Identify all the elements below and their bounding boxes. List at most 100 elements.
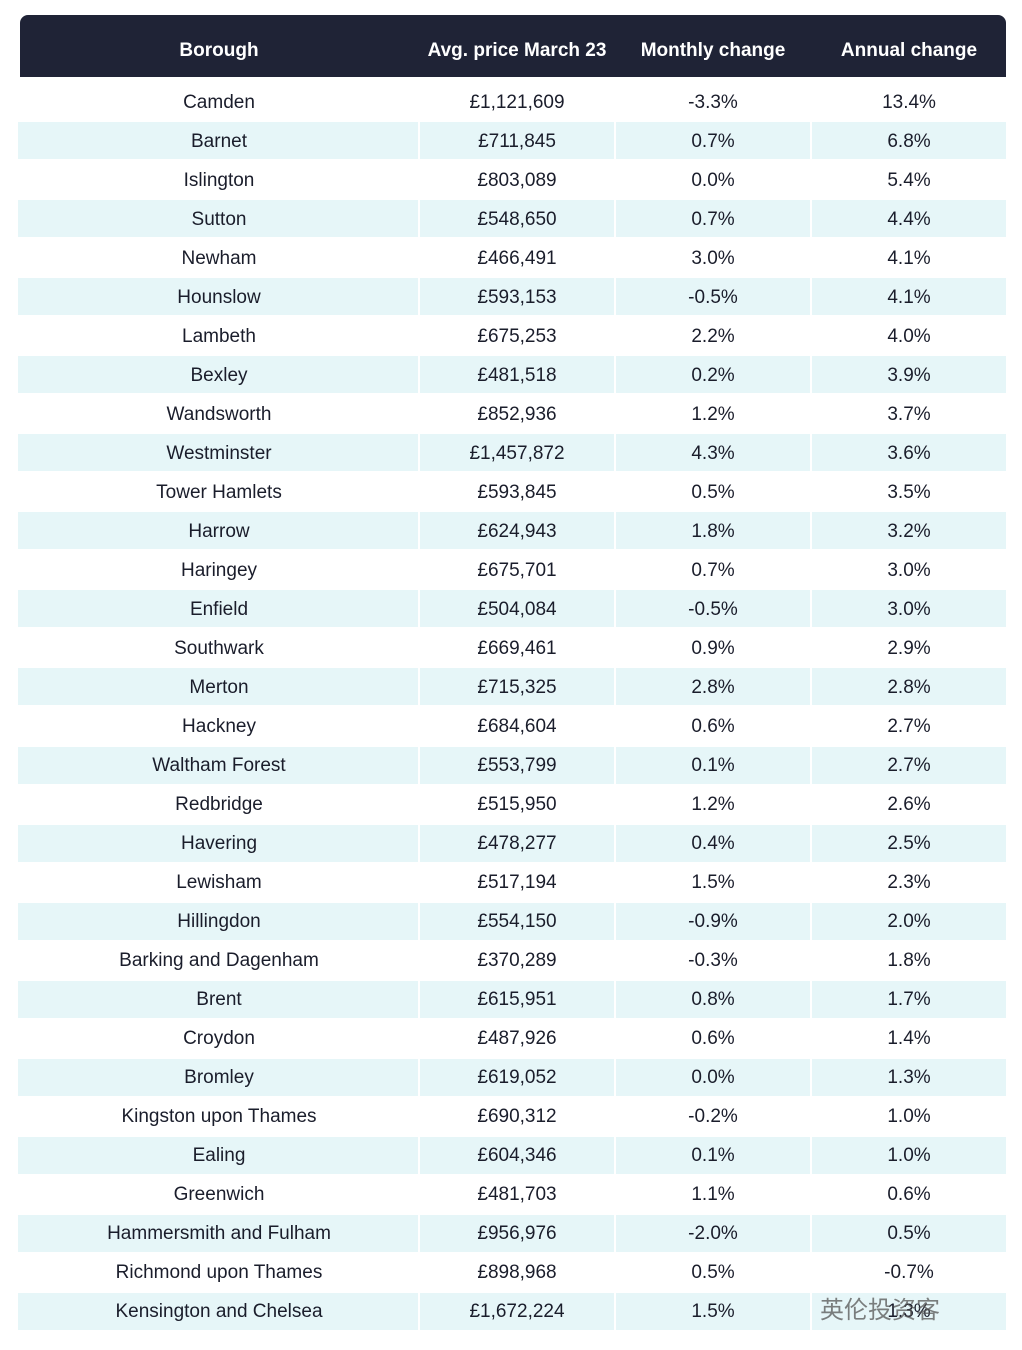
row-stripe	[420, 278, 614, 316]
table-cell: 3.6%	[887, 442, 931, 464]
row-stripe	[812, 824, 1006, 862]
table-cell: Ealing	[192, 1145, 246, 1167]
table-cell: -2.0%	[688, 1223, 738, 1245]
table-cell: £593,153	[477, 286, 557, 308]
table-cell: Lewisham	[176, 872, 262, 894]
table-cell: 0.1%	[691, 1145, 735, 1167]
watermark: 英伦投资客	[820, 1296, 940, 1324]
table-cell: 1.7%	[887, 989, 931, 1011]
table-cell: 0.4%	[691, 833, 735, 855]
row-stripe	[812, 356, 1006, 394]
table-cell: £624,943	[477, 520, 557, 542]
table-cell: 0.6%	[691, 1028, 735, 1050]
table-cell: 3.5%	[887, 481, 931, 503]
table-cell: 6.8%	[887, 130, 931, 152]
table-cell: -0.2%	[688, 1106, 738, 1128]
table-cell: £1,672,224	[469, 1301, 565, 1323]
row-stripe	[616, 122, 810, 160]
header-cell: Borough	[179, 40, 259, 61]
row-stripe	[812, 980, 1006, 1018]
row-stripe	[420, 512, 614, 550]
table-cell: 0.1%	[691, 755, 735, 776]
table-cell: 0.7%	[691, 130, 735, 152]
row-stripe	[18, 512, 418, 550]
row-stripe	[616, 1136, 810, 1174]
table-cell: 0.7%	[691, 208, 735, 230]
table-cell: £715,325	[477, 676, 557, 698]
row-stripe	[616, 902, 810, 940]
table-cell: £593,845	[477, 481, 557, 503]
table-cell: £956,976	[477, 1223, 557, 1245]
table-cell: £803,089	[477, 169, 557, 191]
table-cell: Havering	[180, 833, 258, 855]
row-stripe	[18, 122, 418, 160]
row-stripe	[812, 1136, 1006, 1174]
row-stripe	[812, 746, 1006, 784]
table-cell: Greenwich	[173, 1184, 265, 1206]
table-cell: Barking and Dagenham	[119, 950, 319, 972]
table-cell: Newham	[181, 247, 257, 269]
row-stripe	[420, 200, 614, 238]
table-cell: £669,461	[477, 637, 557, 659]
table-cell: 0.9%	[691, 637, 735, 659]
table-cell: Hillingdon	[177, 911, 261, 933]
table-cell: -0.7%	[884, 1262, 934, 1284]
row-stripe	[18, 1292, 418, 1330]
row-stripe	[812, 278, 1006, 316]
table-cell: £684,604	[477, 715, 557, 737]
row-stripe	[616, 668, 810, 706]
row-stripe	[18, 200, 418, 238]
row-stripe	[18, 902, 418, 940]
table-cell: £675,253	[477, 325, 557, 347]
table-cell: 1.3%	[887, 1301, 931, 1323]
table-cell: 2.0%	[887, 911, 931, 933]
row-stripe	[812, 434, 1006, 472]
table-cell: 2.6%	[887, 794, 931, 816]
table-cell: £604,346	[477, 1145, 557, 1167]
table-cell: 1.5%	[691, 872, 735, 894]
table-cell: £690,312	[477, 1106, 557, 1128]
table-cell: 4.4%	[887, 208, 931, 230]
row-stripe	[616, 1058, 810, 1096]
row-stripe	[812, 590, 1006, 628]
row-stripe	[616, 434, 810, 472]
row-stripe	[420, 902, 614, 940]
table-cell: 0.2%	[691, 364, 735, 386]
table-cell: £481,518	[477, 364, 557, 386]
table-cell: Sutton	[191, 208, 247, 230]
table-cell: Islington	[183, 169, 255, 191]
row-stripe	[616, 980, 810, 1018]
table-cell: £517,194	[477, 872, 557, 894]
row-stripe	[812, 668, 1006, 706]
table-cell: Kingston upon Thames	[121, 1106, 317, 1128]
table-cell: £553,799	[477, 755, 557, 776]
table-cell: 2.3%	[887, 872, 931, 894]
row-stripe	[616, 746, 810, 784]
table-cell: £548,650	[477, 208, 557, 230]
table-cell: -3.3%	[688, 91, 738, 113]
table-cell: £898,968	[477, 1262, 557, 1284]
row-stripe	[18, 1058, 418, 1096]
table-cell: £478,277	[477, 833, 557, 855]
table-cell: £619,052	[477, 1067, 557, 1089]
row-stripe	[420, 980, 614, 1018]
table-cell: 0.5%	[887, 1223, 931, 1245]
table-cell: -0.5%	[688, 286, 738, 308]
table-cell: Redbridge	[175, 794, 263, 816]
table-cell: 3.0%	[887, 598, 931, 620]
table-cell: 0.6%	[691, 715, 735, 737]
row-stripe	[420, 824, 614, 862]
table-cell: 4.0%	[887, 325, 931, 347]
table-cell: Wandsworth	[166, 403, 272, 425]
table-cell: 4.1%	[887, 247, 931, 269]
table-cell: 1.0%	[887, 1106, 931, 1128]
table-cell: 1.3%	[887, 1067, 931, 1089]
table-cell: Waltham Forest	[152, 755, 286, 776]
row-stripe	[18, 1136, 418, 1174]
row-stripe	[420, 1136, 614, 1174]
table-cell: 4.3%	[691, 442, 735, 464]
table-cell: Hammersmith and Fulham	[107, 1223, 331, 1245]
table-cell: Bexley	[190, 364, 248, 386]
row-stripe	[616, 356, 810, 394]
row-stripe	[616, 824, 810, 862]
